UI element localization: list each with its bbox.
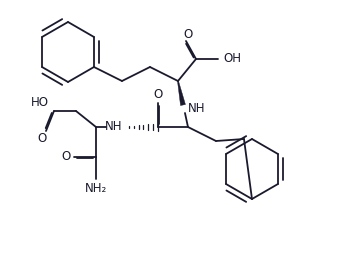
Text: NH: NH	[105, 121, 123, 134]
Text: O: O	[38, 133, 47, 145]
Polygon shape	[178, 81, 186, 106]
Text: HO: HO	[31, 96, 49, 110]
Text: NH: NH	[188, 101, 206, 114]
Text: O: O	[61, 150, 71, 163]
Text: O: O	[153, 89, 163, 101]
Text: OH: OH	[223, 52, 241, 66]
Text: O: O	[183, 28, 193, 41]
Text: NH₂: NH₂	[85, 183, 107, 195]
